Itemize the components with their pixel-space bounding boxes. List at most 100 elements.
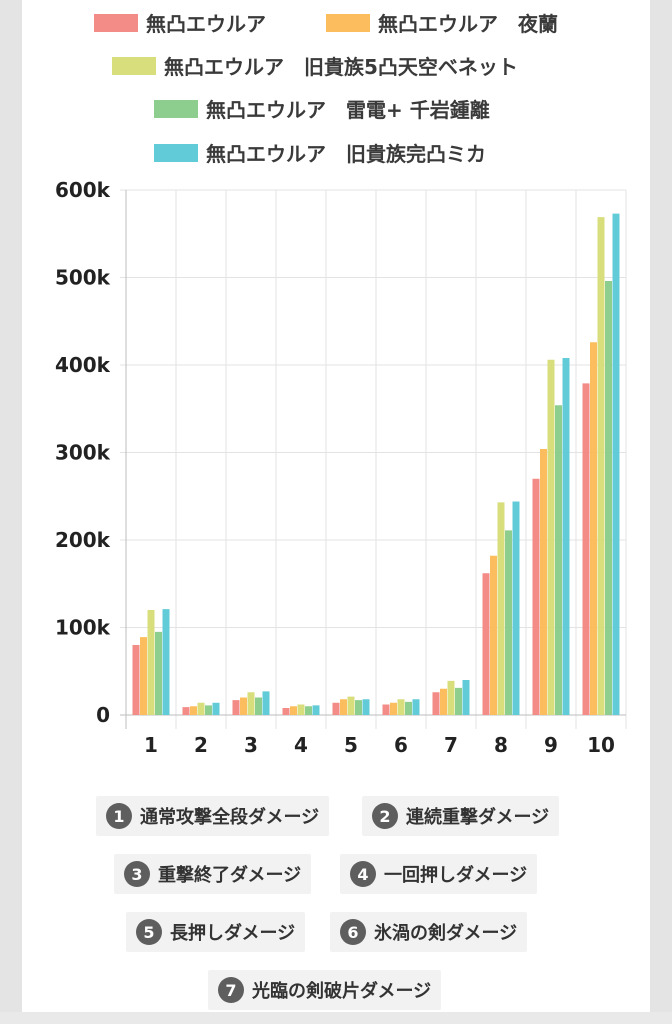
bar	[390, 702, 397, 715]
bar	[290, 706, 297, 715]
bar	[212, 702, 220, 715]
legend-label: 無凸エウルア 夜蘭	[378, 12, 558, 36]
bar	[597, 217, 605, 715]
bar	[482, 573, 490, 715]
legend-swatch	[154, 143, 198, 162]
y-tick-label: 300k	[55, 441, 111, 465]
content-card: 無凸エウルア 無凸エウルア 夜蘭 無凸エウルア 旧貴族5凸天空ベネット 無凸エウ…	[22, 0, 650, 1012]
bar	[282, 708, 290, 715]
x-tick-label: 9	[544, 733, 558, 757]
note-5: 5 長押しダメージ	[126, 912, 306, 952]
bar	[562, 358, 570, 715]
note-3: 3 重撃終了ダメージ	[114, 854, 312, 894]
x-tick-label: 3	[244, 733, 258, 757]
bar	[382, 704, 390, 715]
bar	[182, 707, 190, 715]
bar	[305, 706, 312, 715]
bar	[140, 637, 147, 715]
bar	[190, 706, 197, 715]
y-tick-label: 400k	[55, 353, 111, 377]
bar	[232, 700, 240, 715]
x-tick-label: 10	[587, 733, 615, 757]
bar	[440, 688, 447, 715]
bar	[512, 501, 520, 715]
number-badge-icon: 5	[136, 919, 162, 945]
legend-item-1[interactable]: 無凸エウルア	[94, 8, 266, 37]
bar	[340, 699, 347, 715]
note-label: 重撃終了ダメージ	[158, 865, 302, 886]
y-tick-label: 600k	[55, 178, 111, 202]
number-badge-icon: 2	[372, 803, 398, 829]
x-tick-label: 4	[294, 733, 308, 757]
bar	[590, 342, 597, 715]
bar	[355, 700, 362, 715]
note-6: 6 氷渦の剣ダメージ	[330, 912, 528, 952]
page-background-left	[0, 0, 22, 1024]
x-axis-ticks: 1 2 3 4 5 6 7 8 9 10	[144, 733, 615, 757]
bar	[240, 697, 247, 715]
bar	[155, 631, 162, 715]
bar	[397, 699, 405, 715]
bar	[605, 281, 612, 715]
note-label: 光臨の剣破片ダメージ	[252, 981, 432, 1002]
legend-swatch	[112, 56, 156, 75]
note-4: 4 一回押しダメージ	[340, 854, 538, 894]
bar	[540, 449, 547, 715]
number-badge-icon: 6	[340, 919, 366, 945]
note-label: 連続重撃ダメージ	[406, 807, 550, 828]
bar	[297, 704, 305, 715]
y-tick-label: 200k	[55, 528, 111, 552]
bar	[462, 680, 470, 715]
note-2: 2 連続重撃ダメージ	[362, 796, 560, 836]
bar	[612, 213, 620, 715]
x-tick-label: 6	[394, 733, 408, 757]
bar	[582, 383, 590, 715]
page-bottom-bar	[0, 1012, 672, 1024]
note-7: 7 光臨の剣破片ダメージ	[208, 970, 442, 1010]
bar	[432, 692, 440, 715]
x-tick-label: 8	[494, 733, 508, 757]
bar	[262, 691, 270, 715]
legend-label: 無凸エウルア 旧貴族5凸天空ベネット	[164, 55, 518, 79]
number-badge-icon: 4	[350, 861, 376, 887]
bar	[362, 699, 370, 715]
x-tick-label: 2	[194, 733, 208, 757]
bar	[312, 705, 320, 715]
bar	[405, 701, 412, 715]
bar	[147, 610, 155, 715]
bar	[490, 555, 497, 715]
legend-label: 無凸エウルア 雷電+ 千岩鍾離	[206, 98, 490, 122]
legend-item-4[interactable]: 無凸エウルア 雷電+ 千岩鍾離	[154, 94, 490, 123]
bar	[455, 687, 462, 715]
bar	[197, 702, 205, 715]
legend-swatch	[154, 99, 198, 118]
bar	[347, 696, 355, 715]
legend-item-3[interactable]: 無凸エウルア 旧貴族5凸天空ベネット	[112, 51, 518, 80]
bar-chart: 0 100k 200k 300k 400k 500k 600k 1 2 3 4 5 6 7 8 9 10	[55, 178, 627, 757]
y-tick-label: 500k	[55, 266, 111, 290]
y-tick-label: 100k	[55, 616, 111, 640]
bar	[332, 702, 340, 715]
legend-item-5[interactable]: 無凸エウルア 旧貴族完凸ミカ	[154, 138, 486, 167]
bar	[132, 645, 140, 715]
chart-bars	[132, 213, 620, 715]
y-axis-ticks: 0 100k 200k 300k 400k 500k 600k	[55, 178, 111, 727]
bar	[555, 405, 562, 715]
bar	[532, 478, 540, 715]
bar	[247, 692, 255, 715]
bar	[255, 697, 262, 715]
x-tick-label: 1	[144, 733, 158, 757]
legend-swatch	[326, 13, 370, 32]
x-tick-label: 5	[344, 733, 358, 757]
legend-swatch	[94, 13, 138, 32]
bar	[547, 359, 555, 715]
bar	[412, 699, 420, 715]
note-label: 一回押しダメージ	[384, 865, 528, 886]
note-label: 氷渦の剣ダメージ	[374, 923, 518, 944]
bar	[447, 680, 455, 715]
legend-item-2[interactable]: 無凸エウルア 夜蘭	[326, 8, 558, 37]
bar	[205, 705, 212, 715]
number-badge-icon: 3	[124, 861, 150, 887]
bar	[505, 530, 512, 715]
number-badge-icon: 1	[106, 803, 132, 829]
